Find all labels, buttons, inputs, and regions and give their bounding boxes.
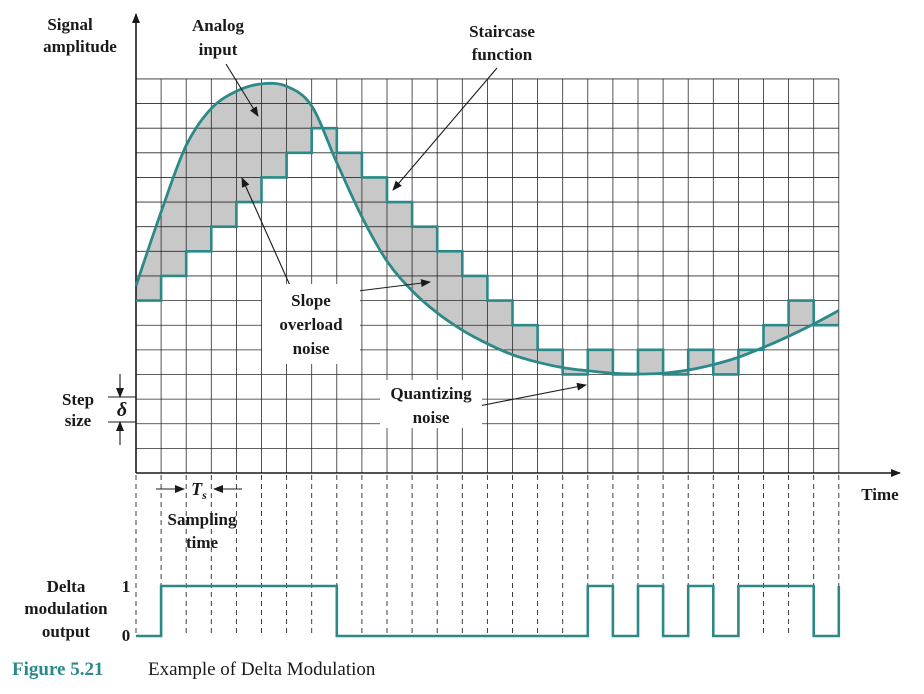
slope-overload-label-line2: overload: [279, 315, 343, 334]
analog-input-label-line1: Analog: [192, 16, 244, 35]
slope-overload-label-line1: Slope: [291, 291, 331, 310]
delta-symbol: δ: [117, 399, 127, 421]
quantizing-arrow: [478, 382, 587, 407]
quantizing-noise-label-line1: Quantizing: [390, 384, 472, 403]
label-backgrounds: [262, 284, 482, 428]
staircase-function-line: [136, 126, 839, 376]
analog-input-arrow: [225, 63, 259, 117]
staircase-arrow: [392, 67, 498, 191]
figure-caption: Example of Delta Modulation: [148, 659, 376, 680]
signal-amplitude-label-line1: Signal: [47, 15, 93, 34]
slope-arrow-right: [349, 279, 431, 293]
signal-amplitude-label-line2: amplitude: [43, 37, 117, 56]
dm-level-zero: 0: [122, 626, 131, 645]
step-size-label-line2: size: [65, 411, 92, 430]
slope-overload-label-line3: noise: [293, 339, 330, 358]
staircase-label-line2: function: [472, 45, 533, 64]
quantizing-noise-label-line2: noise: [413, 408, 450, 427]
time-axis-label: Time: [861, 485, 899, 504]
sampling-time-label-line2: time: [186, 533, 219, 552]
analog-input-curve: [134, 81, 840, 376]
sampling-dashed-lines: [135, 475, 840, 636]
delta-modulation-output-wave: [136, 584, 841, 638]
slope-arrow-left: [241, 177, 293, 291]
sampling-time-label-line1: Sampling: [168, 510, 237, 529]
axes: [132, 13, 901, 477]
annotation-arrows: [108, 63, 587, 493]
dm-output-label-line2: modulation: [24, 599, 108, 618]
dm-level-one: 1: [122, 577, 131, 596]
ts-label: Ts: [191, 479, 207, 502]
dm-output-label-line1: Delta: [47, 577, 86, 596]
dm-output-label-line3: output: [42, 622, 91, 641]
figure-number: Figure 5.21: [12, 659, 103, 680]
step-size-label-line1: Step: [62, 390, 94, 409]
staircase-label-line1: Staircase: [469, 22, 535, 41]
analog-input-label-line2: input: [199, 40, 238, 59]
